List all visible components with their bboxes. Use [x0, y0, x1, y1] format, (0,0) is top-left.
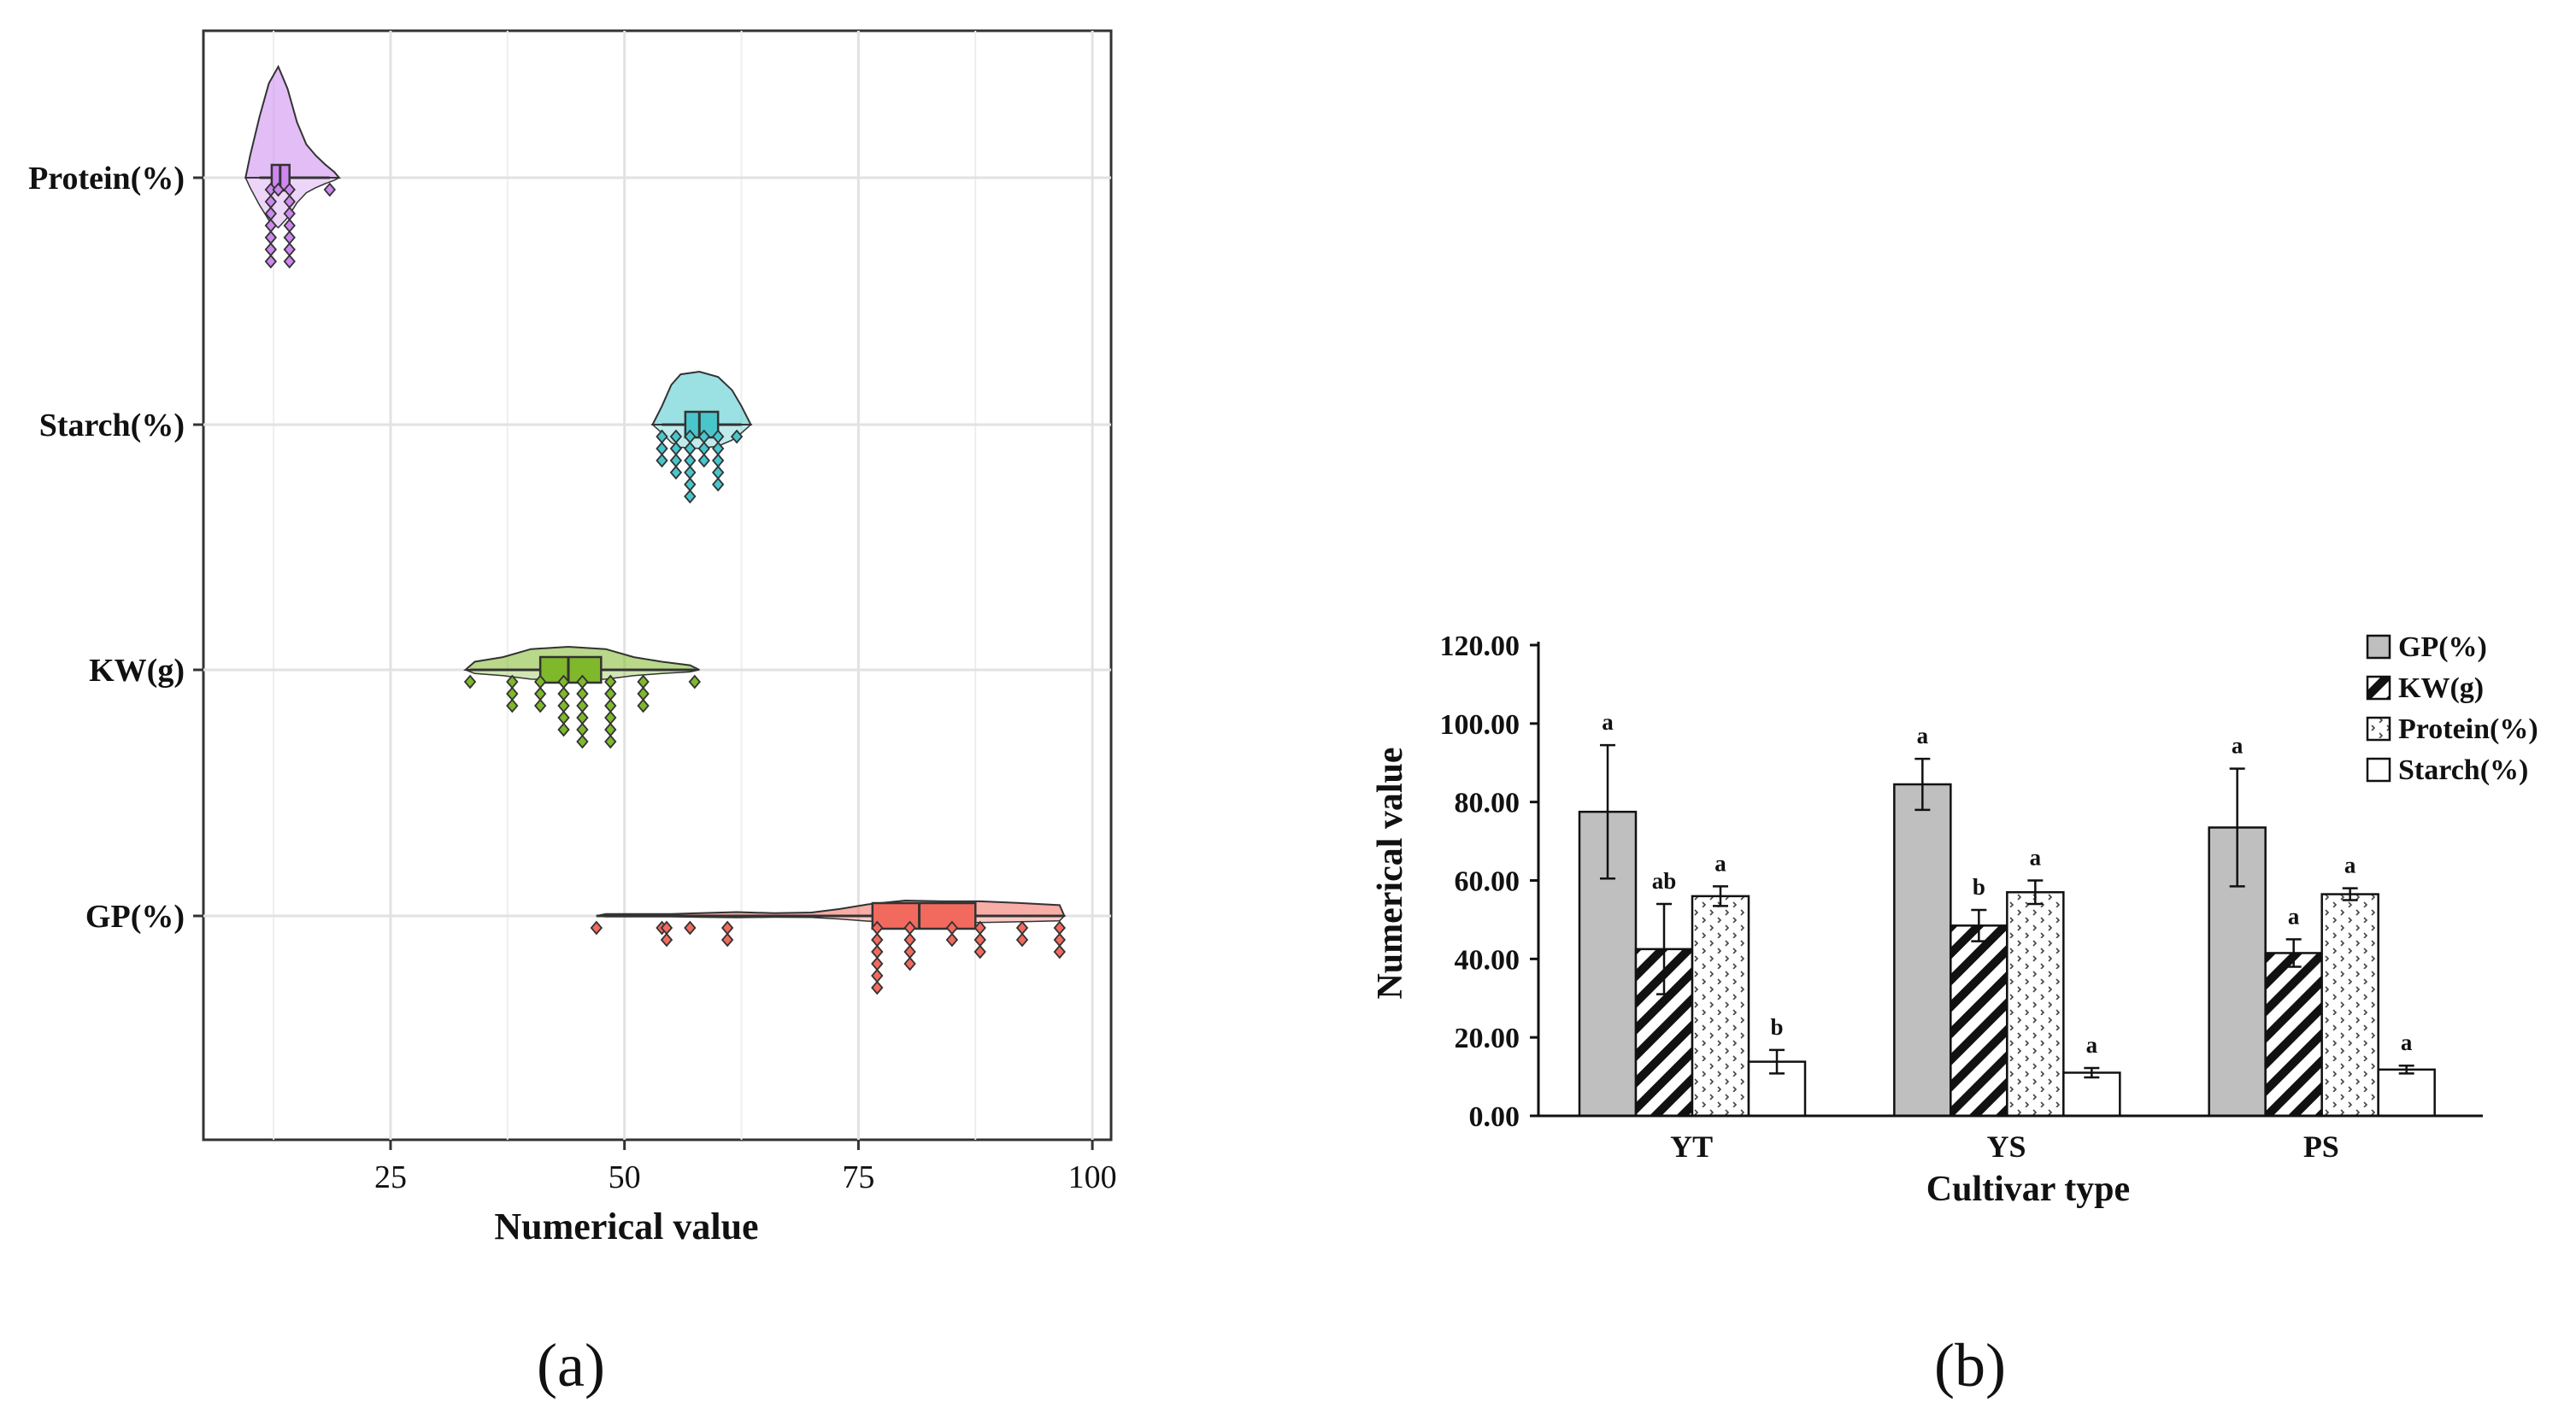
panel-a-x-tick-label: 25 — [374, 1159, 407, 1195]
panel-b-label: (b) — [1934, 1331, 2006, 1400]
significance-letter: ab — [1652, 868, 1677, 894]
data-point-starch — [684, 489, 697, 504]
panel-a-violin-plot: 25 50 75 100 Protein(%) Starch(%) KW(g) GP(%) N… — [28, 29, 1117, 1400]
data-point-gp — [1015, 932, 1029, 948]
bar-kw-g-ys — [1950, 924, 2008, 1118]
data-point-kw-g — [688, 674, 701, 690]
legend-swatch-kw-g — [2366, 675, 2391, 701]
data-point-protein — [272, 182, 285, 197]
bar-starch-ys — [2062, 1071, 2121, 1118]
data-point-gp — [871, 980, 884, 995]
data-point-kw-g — [637, 698, 650, 713]
panel-a-label: (a) — [537, 1331, 605, 1400]
panel-a-x-tick-label: 100 — [1068, 1159, 1117, 1195]
violin-density-protein — [244, 64, 341, 179]
panel-b-y-tick-label: 80.00 — [1455, 788, 1520, 819]
significance-letter: a — [2086, 1032, 2098, 1058]
panel-a-y-tick-label-starch: Starch(%) — [39, 408, 185, 443]
violin-starch — [650, 370, 753, 504]
significance-letter: a — [2030, 845, 2042, 871]
box-kw-g — [538, 655, 603, 684]
panel-b-y-axis-title: Numerical value — [1371, 747, 1410, 999]
panel-a-y-tick-label-gp: GP(%) — [85, 899, 185, 935]
data-point-gp — [903, 956, 916, 971]
panel-b-x-tick-label-ps: PS — [2303, 1130, 2339, 1164]
data-point-kw-g — [576, 734, 589, 749]
legend-swatch-protein — [2366, 716, 2391, 742]
violin-kw-g — [462, 645, 701, 749]
panel-b-y-tick-label: 20.00 — [1455, 1023, 1520, 1054]
bar-gp-ys — [1893, 783, 1952, 1118]
bar-starch-ps — [2377, 1068, 2436, 1118]
panel-a-x-axis-title: Numerical value — [494, 1206, 758, 1247]
legend-label-protein: Protein(%) — [2398, 713, 2538, 745]
data-point-starch — [697, 453, 710, 468]
data-point-kw-g — [557, 722, 570, 737]
significance-letter: a — [2288, 903, 2300, 929]
panel-a-y-tick-label-kw-g: KW(g) — [89, 653, 185, 689]
data-point-gp — [945, 932, 959, 948]
data-point-protein — [283, 254, 296, 269]
panel-a-y-tick-label-protein: Protein(%) — [28, 161, 185, 197]
data-point-kw-g — [604, 734, 617, 749]
legend-swatch-starch — [2366, 757, 2391, 783]
data-point-starch — [669, 465, 683, 480]
data-point-protein — [323, 182, 336, 197]
panel-a-x-tick-label: 50 — [609, 1159, 641, 1195]
violin-density-starch — [650, 370, 753, 425]
panel-b-x-tick-label-ys: YS — [1986, 1130, 2026, 1164]
panel-b-x-tick-label-yt: YT — [1670, 1130, 1713, 1164]
panel-a-x-tick-label: 75 — [842, 1159, 874, 1195]
violin-gp — [590, 899, 1067, 995]
significance-letter: a — [1602, 709, 1614, 735]
panel-b-y-tick-label: 120.00 — [1440, 631, 1520, 662]
data-point-gp — [590, 920, 603, 936]
panel-b-y-tick-label: 60.00 — [1455, 866, 1520, 898]
data-point-gp — [660, 932, 673, 948]
data-point-starch — [711, 477, 725, 492]
significance-letter: b — [1770, 1014, 1783, 1040]
legend-label-kw-g: KW(g) — [2398, 672, 2484, 704]
data-point-starch — [656, 453, 668, 468]
significance-letter: a — [2344, 853, 2356, 878]
data-point-kw-g — [533, 698, 547, 713]
legend-label-starch: Starch(%) — [2398, 754, 2528, 786]
data-point-protein — [264, 254, 278, 269]
significance-letter: b — [1973, 874, 1985, 900]
violin-protein — [244, 64, 341, 269]
bar-protein-yt — [1691, 895, 1750, 1118]
data-point-gp — [973, 944, 986, 959]
box-gp — [871, 901, 977, 930]
bar-group-ps: a a a a — [2208, 733, 2436, 1118]
panel-b-y-tick-label: 100.00 — [1440, 709, 1520, 741]
legend-label-gp: GP(%) — [2398, 631, 2487, 663]
data-point-gp — [684, 920, 697, 936]
significance-letter: a — [1714, 850, 1726, 876]
bar-protein-ps — [2320, 893, 2379, 1118]
panel-b-y-tick-label: 0.00 — [1469, 1101, 1520, 1133]
significance-letter: a — [2232, 733, 2244, 759]
significance-letter: a — [1917, 723, 1929, 748]
data-point-gp — [1053, 944, 1066, 959]
panel-b-x-axis-title: Cultivar type — [1926, 1170, 2130, 1209]
significance-letter: a — [2401, 1030, 2413, 1055]
panel-b-y-tick-label: 40.00 — [1455, 944, 1520, 976]
data-point-kw-g — [506, 698, 519, 713]
bar-kw-g-ps — [2264, 952, 2323, 1118]
panel-a-plot-frame — [202, 29, 1113, 1141]
bar-group-ys: a b a a — [1893, 723, 2121, 1118]
data-point-kw-g — [463, 674, 477, 690]
bar-protein-ys — [2006, 891, 2065, 1118]
data-point-starch — [730, 429, 744, 444]
legend-swatch-gp — [2366, 634, 2391, 660]
data-point-gp — [720, 932, 734, 948]
